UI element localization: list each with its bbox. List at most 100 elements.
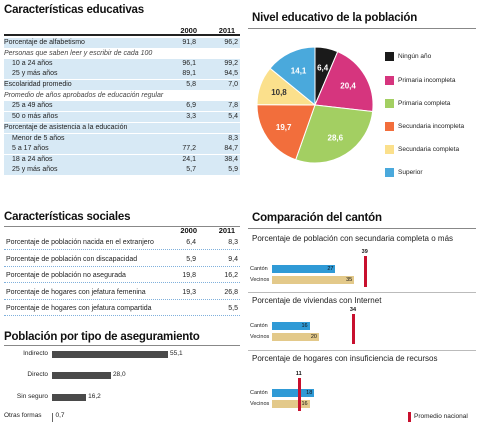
educ-row-2000: 96,1 [182, 60, 196, 67]
educ-row-2011: 38,4 [224, 156, 238, 163]
canton-bar [272, 322, 310, 330]
pie-legend-label: Secundaria completa [398, 146, 460, 153]
educ-row-label: 50 o más años [12, 113, 58, 120]
educ-row: 25 a 49 años 6,9 7,8 [4, 101, 240, 111]
educ-row-label: Personas que saben leer y escribir de ca… [4, 50, 153, 57]
social-row-2011: 5,5 [228, 305, 238, 312]
canton-bar-value: 20 [310, 334, 317, 340]
educ-row-2011: 96,2 [224, 39, 238, 46]
canton-block-separator [248, 350, 476, 351]
canton-series-label: Vecinos [250, 401, 270, 407]
seguro-category-label: Sin seguro [16, 393, 48, 400]
social-title: Características sociales [4, 211, 131, 223]
educ-row-2000: 6,9 [186, 102, 196, 109]
educ-row: 25 y más años 5,7 5,9 [4, 165, 240, 175]
educ-row-2011: 94,5 [224, 70, 238, 77]
nivel-pie-chart: 6,4 20,4 28,6 19,7 10,8 14,1 [256, 46, 374, 164]
educ-row-label: Menor de 5 años [12, 135, 65, 142]
educ-row: Porcentaje de asistencia a la educación [4, 123, 240, 133]
canton-bar [272, 400, 310, 408]
canton-bar-value: 18 [306, 390, 313, 396]
seguro-bar [52, 394, 87, 401]
social-row: Porcentaje de hogares con jefatura femen… [4, 286, 240, 300]
educ-col-2011: 2011 [218, 26, 235, 35]
pie-legend-swatch [385, 99, 394, 108]
nacional-value: 39 [361, 249, 368, 255]
educ-row-label: 25 y más años [12, 166, 58, 173]
nacional-value: 34 [349, 307, 357, 313]
social-col-2000: 2000 [180, 226, 197, 235]
educ-row-2011: 7,0 [228, 81, 238, 88]
pie-legend-swatch [385, 52, 394, 61]
social-row-2011: 26,8 [224, 288, 238, 296]
nacional-marker [363, 256, 367, 287]
educ-row-2011: 99,2 [224, 60, 238, 67]
educ-row-2000: 91,8 [182, 39, 196, 46]
seguro-category-label: Indirecto [23, 350, 48, 357]
seguro-title-rule [4, 345, 240, 346]
educ-row: Escolaridad promedio 5,8 7,0 [4, 80, 240, 90]
educ-row: 10 a 24 años 96,1 99,2 [4, 59, 240, 69]
pie-slice-label: 6,4 [317, 63, 329, 72]
social-row-label: Porcentaje de población nacida en el ext… [6, 239, 154, 246]
social-row-2000: 5,9 [186, 255, 196, 263]
canton-chart-title: Porcentaje de población con secundaria c… [252, 234, 454, 243]
educ-row-label: Promedio de años aprobados de educación … [4, 92, 164, 99]
nacional-marker [297, 378, 301, 411]
pie-slice [314, 50, 374, 113]
educ-title: Características educativas [4, 4, 144, 16]
canton-title: Comparación del cantón [252, 212, 382, 224]
educ-row-2011: 8,3 [228, 135, 238, 142]
seguro-bar-value: 55,1 [170, 350, 183, 357]
social-row-label: Porcentaje de población no asegurada [6, 272, 126, 279]
pie-legend-swatch [385, 76, 394, 85]
educ-row-label: Escolaridad promedio [4, 81, 72, 88]
canton-bar [272, 333, 319, 341]
educ-col-2000: 2000 [180, 26, 197, 35]
educ-row-label: Porcentaje de alfabetismo [4, 39, 85, 46]
canton-series-label: Cantón [250, 390, 268, 396]
seguro-bar-value: 28,0 [112, 371, 126, 378]
educ-row: Promedio de años aprobados de educación … [4, 91, 240, 101]
educ-row-label: 10 a 24 años [12, 60, 53, 67]
educ-row-2011: 5,4 [228, 113, 238, 120]
educ-row-2000: 3,3 [186, 113, 196, 120]
educ-row-label: Porcentaje de asistencia a la educación [4, 124, 128, 131]
pie-legend-label: Ningún año [398, 53, 432, 60]
educ-row: 25 y más años 89,1 94,5 [4, 69, 240, 79]
pie-slice [295, 104, 374, 164]
social-title-rule [4, 226, 240, 227]
social-row: Porcentaje de hogares con jefatura compa… [4, 302, 240, 316]
pie-legend-swatch [385, 145, 394, 154]
nivel-title-rule [248, 28, 476, 29]
canton-bar [272, 276, 355, 284]
educ-row-2000: 89,1 [182, 70, 196, 77]
educ-header-rule [4, 34, 240, 36]
social-row: Porcentaje de población con discapacidad… [4, 253, 240, 267]
educ-row: 5 a 17 años 77,2 84,7 [4, 144, 240, 154]
social-row-label: Porcentaje de hogares con jefatura femen… [6, 288, 146, 296]
educ-row-label: 25 a 49 años [12, 102, 53, 109]
pie-slice-label: 20,4 [340, 82, 356, 91]
educ-row-2000: 77,2 [182, 145, 196, 152]
pie-slice-label: 14,1 [291, 66, 307, 75]
educ-row: 50 o más años 3,3 5,4 [4, 112, 240, 122]
nacional-legend-swatch [408, 412, 411, 422]
seguro-category-label: Directo [27, 371, 48, 378]
canton-title-rule [248, 228, 476, 229]
educ-row: Porcentaje de alfabetismo 91,8 96,2 [4, 38, 240, 48]
canton-series-label: Cantón [250, 323, 268, 329]
social-row: Porcentaje de población nacida en el ext… [4, 236, 240, 250]
pie-legend-label: Primaria incompleta [398, 77, 456, 84]
seguro-bar [52, 413, 53, 422]
pie-slice-label: 19,7 [276, 123, 292, 132]
social-row-2011: 16,2 [224, 272, 238, 279]
educ-row-label: 18 a 24 años [12, 156, 53, 163]
nacional-marker [351, 314, 355, 344]
social-row-label: Porcentaje de población con discapacidad [6, 255, 138, 263]
seguro-bar-value: 0,7 [55, 412, 65, 419]
social-col-2011: 2011 [218, 226, 235, 235]
educ-row-2011: 5,9 [228, 166, 238, 173]
seguro-bar [52, 372, 111, 379]
educ-row: 18 a 24 años 24,1 38,4 [4, 155, 240, 165]
